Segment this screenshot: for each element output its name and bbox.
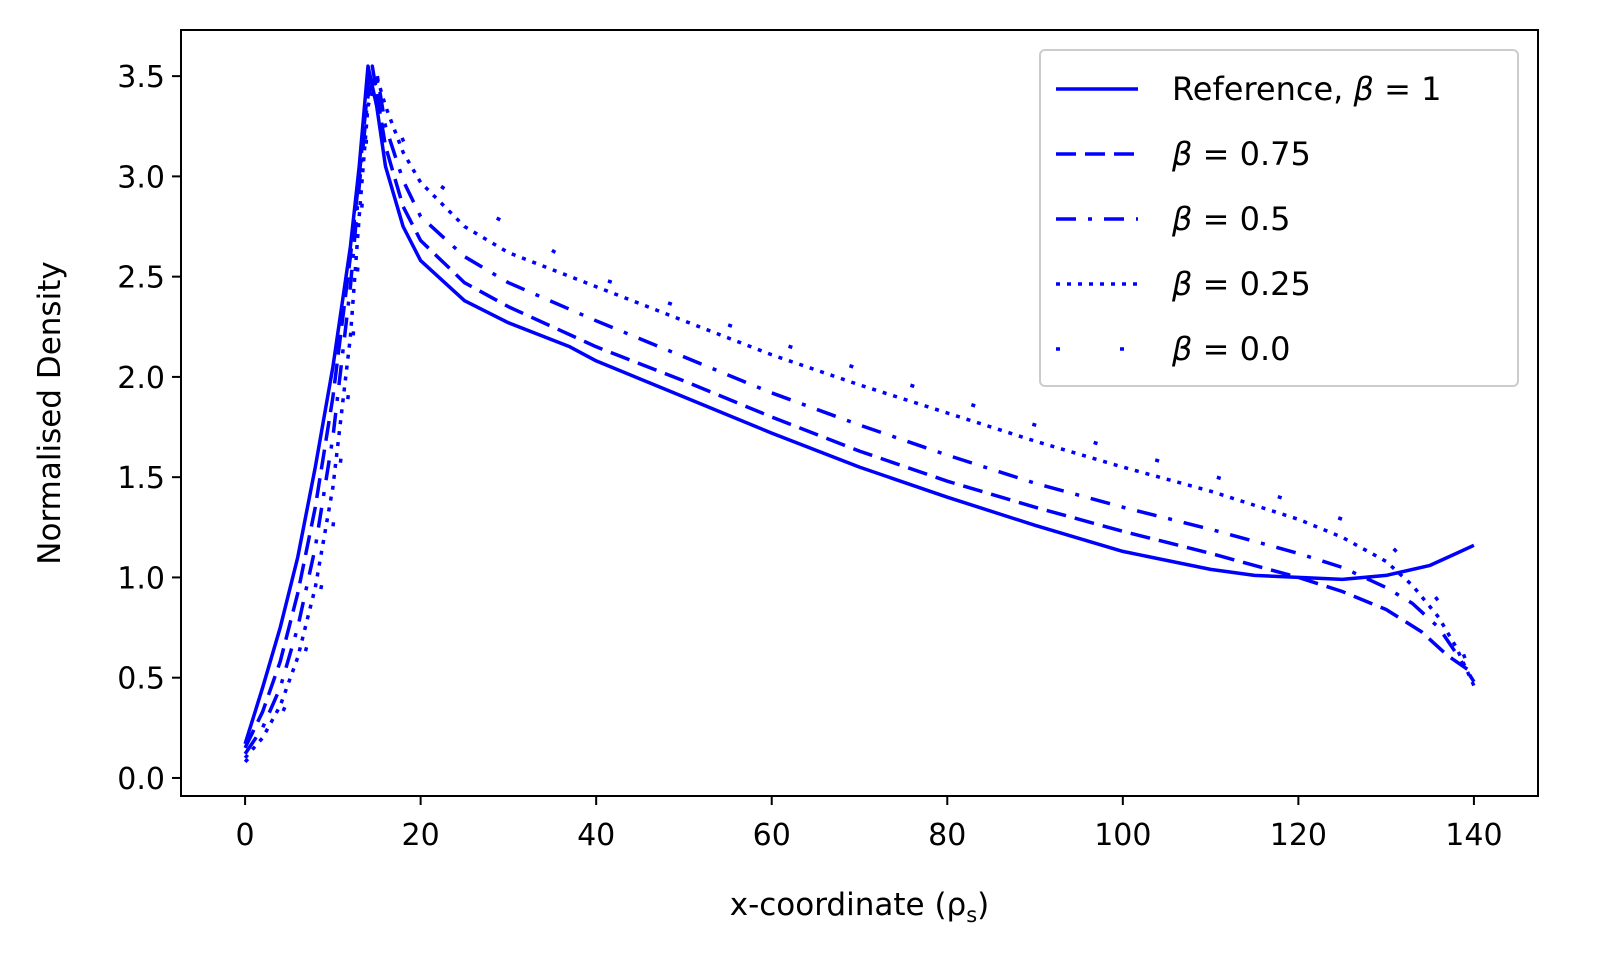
legend-equals: = xyxy=(1192,265,1239,303)
legend-beta-value: 0.75 xyxy=(1240,135,1311,173)
x-tick-label: 140 xyxy=(1445,818,1502,853)
legend-beta-symbol: β xyxy=(1171,135,1192,173)
x-tick-label: 120 xyxy=(1270,818,1327,853)
y-tick-label: 1.5 xyxy=(117,461,165,496)
legend-entry-2: β = 0.5 xyxy=(1056,200,1290,238)
x-tick-label: 80 xyxy=(928,818,966,853)
legend-entry-3: β = 0.25 xyxy=(1056,265,1311,303)
y-tick-label: 0.5 xyxy=(117,662,165,697)
x-tick-label: 100 xyxy=(1094,818,1151,853)
x-tick-label: 40 xyxy=(577,818,615,853)
legend: Reference, β = 1β = 0.75β = 0.5β = 0.25β… xyxy=(1039,49,1519,387)
legend-beta-value: 0.5 xyxy=(1240,200,1291,238)
series-line-1 xyxy=(243,64,1475,749)
y-axis-label: Normalised Density xyxy=(32,261,68,564)
legend-equals: = xyxy=(1192,200,1239,238)
series-line-2 xyxy=(243,70,1476,755)
legend-label: β = 0.5 xyxy=(1171,200,1290,238)
x-tick-label: 60 xyxy=(753,818,791,853)
series-layer xyxy=(243,64,1476,764)
axis-ticks: 0 20 40 60 80 100 120 140 0.0 0.5 1.0 1.5 2.0 2.5 3.0 3… xyxy=(117,60,1502,853)
legend-label-prefix: Reference, xyxy=(1172,70,1353,108)
series-line-0 xyxy=(243,64,1475,745)
legend-beta-symbol: β xyxy=(1171,330,1192,368)
y-tick-label: 2.0 xyxy=(117,361,165,396)
x-axis-label-subscript: s xyxy=(966,903,977,927)
legend-label: β = 0.0 xyxy=(1171,330,1290,368)
legend-equals: = xyxy=(1374,70,1421,108)
y-tick-label: 3.0 xyxy=(117,160,165,195)
y-tick-label: 1.0 xyxy=(117,561,165,596)
legend-entries: Reference, β = 1β = 0.75β = 0.5β = 0.25β… xyxy=(1056,70,1441,368)
legend-beta-symbol: β xyxy=(1171,265,1192,303)
legend-label: β = 0.25 xyxy=(1171,265,1311,303)
legend-beta-symbol: β xyxy=(1352,70,1373,108)
series-line-4 xyxy=(243,78,1476,764)
x-axis-label: x-coordinate (ρs) xyxy=(730,887,990,927)
x-tick-label: 20 xyxy=(402,818,440,853)
legend-beta-value: 0.25 xyxy=(1240,265,1311,303)
legend-label: β = 0.75 xyxy=(1171,135,1311,173)
legend-entry-0: Reference, β = 1 xyxy=(1056,70,1441,108)
legend-equals: = xyxy=(1192,135,1239,173)
legend-box xyxy=(1039,49,1519,387)
legend-equals: = xyxy=(1192,330,1239,368)
y-tick-label: 3.5 xyxy=(117,60,165,95)
x-axis-label-main: x-coordinate (ρ xyxy=(730,887,967,923)
y-tick-label: 0.0 xyxy=(117,762,165,797)
legend-beta-value: 0.0 xyxy=(1240,330,1291,368)
y-tick-label: 2.5 xyxy=(117,261,165,296)
legend-entry-1: β = 0.75 xyxy=(1056,135,1311,173)
plot-area-frame xyxy=(180,29,1539,797)
legend-beta-symbol: β xyxy=(1171,200,1192,238)
x-axis-label-close: ) xyxy=(977,887,989,923)
x-tick-label: 0 xyxy=(236,818,255,853)
legend-label: Reference, β = 1 xyxy=(1172,70,1441,108)
legend-beta-value: 1 xyxy=(1421,70,1441,108)
legend-entry-4: β = 0.0 xyxy=(1056,330,1290,368)
